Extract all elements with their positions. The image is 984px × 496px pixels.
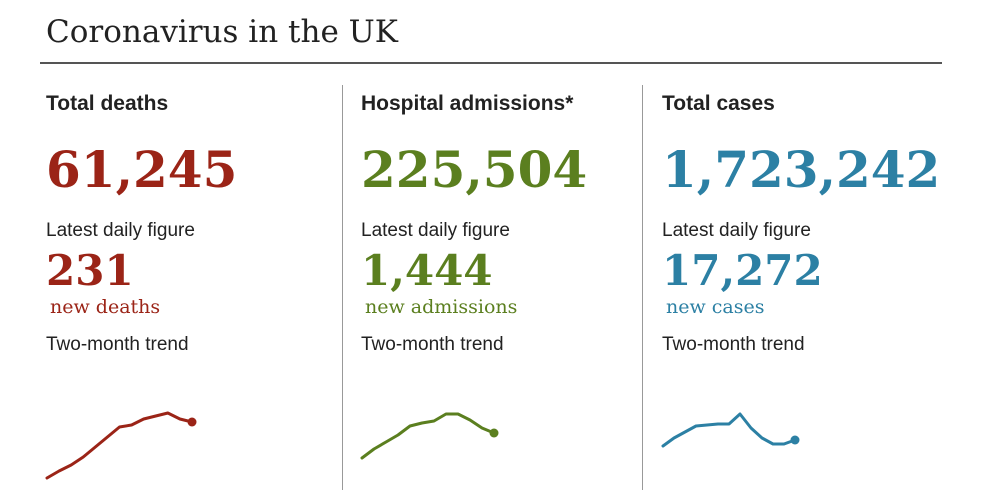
trend-line — [661, 412, 797, 448]
daily-value: 231 — [46, 246, 134, 295]
panel-hospital-admissions: Hospital admissions* 225,504 Latest dail… — [361, 92, 641, 356]
title-divider — [40, 62, 942, 64]
daily-label: Latest daily figure — [662, 220, 811, 241]
trend-endpoint — [489, 428, 499, 438]
daily-value: 17,272 — [662, 246, 823, 295]
daily-unit: new cases — [666, 296, 765, 318]
trend-line — [360, 412, 496, 460]
column-divider — [342, 85, 343, 490]
panel-heading: Total cases — [662, 92, 775, 115]
trend-label: Two-month trend — [662, 334, 805, 355]
panel-deaths: Total deaths 61,245 Latest daily figure … — [46, 92, 326, 356]
daily-label: Latest daily figure — [46, 220, 195, 241]
total-value: 61,245 — [46, 140, 238, 199]
panel-total-cases: Total cases 1,723,242 Latest daily figur… — [662, 92, 942, 356]
panel-heading: Total deaths — [46, 92, 169, 115]
daily-unit: new admissions — [365, 296, 518, 318]
trend-endpoint — [790, 435, 800, 445]
trend-line — [45, 411, 194, 480]
trend-endpoint — [187, 417, 197, 427]
page-title: Coronavirus in the UK — [46, 14, 398, 50]
column-divider — [642, 85, 643, 490]
trend-label: Two-month trend — [361, 334, 504, 355]
daily-unit: new deaths — [50, 296, 161, 318]
total-value: 1,723,242 — [662, 140, 941, 199]
panel-heading: Hospital admissions* — [361, 92, 574, 115]
daily-value: 1,444 — [361, 246, 493, 295]
total-value: 225,504 — [361, 140, 588, 199]
trend-label: Two-month trend — [46, 334, 189, 355]
daily-label: Latest daily figure — [361, 220, 510, 241]
